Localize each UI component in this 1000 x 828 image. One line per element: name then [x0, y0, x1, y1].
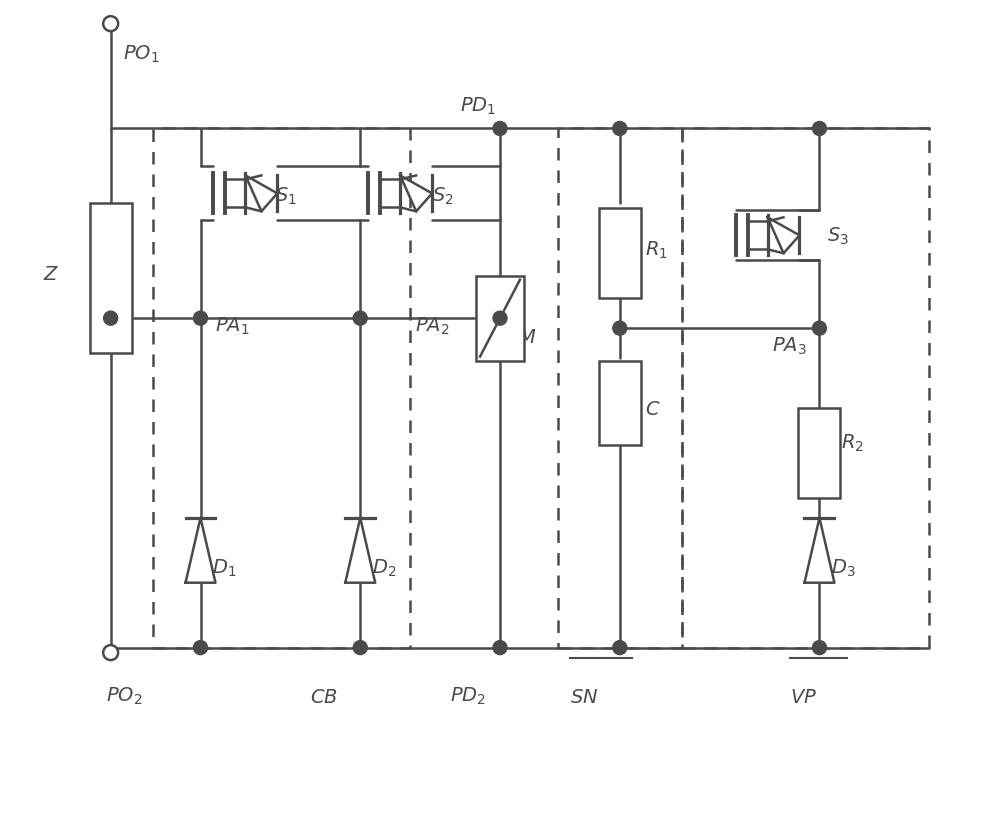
- Circle shape: [353, 641, 367, 655]
- Polygon shape: [768, 218, 799, 254]
- Text: $PA_3$: $PA_3$: [772, 335, 806, 357]
- Polygon shape: [186, 518, 215, 583]
- Polygon shape: [400, 176, 432, 212]
- Bar: [476, 277, 524, 361]
- Text: $S_2$: $S_2$: [432, 185, 454, 207]
- Circle shape: [194, 312, 207, 325]
- Text: $PO_2$: $PO_2$: [106, 685, 142, 705]
- Circle shape: [613, 322, 627, 335]
- Text: $SN$: $SN$: [570, 688, 598, 705]
- Text: $PD_2$: $PD_2$: [450, 685, 486, 705]
- Circle shape: [103, 17, 118, 32]
- Circle shape: [493, 312, 507, 325]
- Text: $M$: $M$: [518, 329, 536, 347]
- Text: $CB$: $CB$: [310, 688, 338, 705]
- Circle shape: [353, 312, 367, 325]
- Circle shape: [104, 312, 118, 325]
- Text: $R_2$: $R_2$: [841, 432, 864, 454]
- Text: $C$: $C$: [645, 401, 660, 418]
- Text: $Z$: $Z$: [43, 266, 59, 284]
- Text: $D_3$: $D_3$: [831, 556, 856, 578]
- Bar: [599, 361, 641, 446]
- Text: $S_1$: $S_1$: [275, 185, 297, 207]
- Circle shape: [812, 322, 826, 335]
- Text: $S_3$: $S_3$: [827, 226, 849, 247]
- Circle shape: [613, 123, 627, 137]
- Circle shape: [493, 641, 507, 655]
- Text: $R_1$: $R_1$: [645, 239, 668, 261]
- Bar: [599, 209, 641, 299]
- Bar: [798, 408, 840, 498]
- Circle shape: [613, 641, 627, 655]
- Text: $PO_1$: $PO_1$: [123, 43, 159, 65]
- Text: $D_1$: $D_1$: [212, 556, 237, 578]
- Polygon shape: [345, 518, 375, 583]
- Circle shape: [103, 645, 118, 660]
- Circle shape: [194, 641, 207, 655]
- Text: $VP$: $VP$: [790, 688, 817, 705]
- Polygon shape: [245, 176, 277, 212]
- Text: $PA_2$: $PA_2$: [415, 315, 449, 337]
- Circle shape: [493, 123, 507, 137]
- Bar: [90, 205, 132, 354]
- Polygon shape: [804, 518, 834, 583]
- Text: $PD_1$: $PD_1$: [460, 96, 496, 118]
- Circle shape: [812, 641, 826, 655]
- Text: $D_2$: $D_2$: [372, 556, 396, 578]
- Circle shape: [812, 123, 826, 137]
- Text: $PA_1$: $PA_1$: [215, 315, 250, 337]
